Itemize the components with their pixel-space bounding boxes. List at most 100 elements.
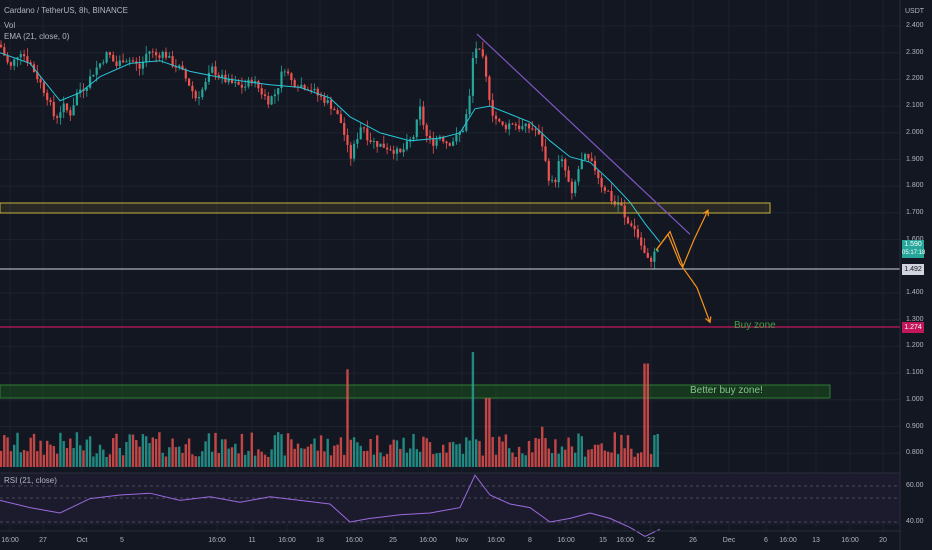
candle-body — [376, 141, 379, 147]
candle-body — [300, 84, 303, 88]
candle-body — [320, 95, 323, 97]
candle-body — [230, 78, 234, 83]
price-tick-label: 2.200 — [906, 75, 924, 83]
time-tick-label: 18 — [316, 537, 324, 544]
volume-bar — [125, 441, 128, 467]
candle-body — [379, 143, 382, 147]
volume-bar — [481, 455, 484, 467]
candle-body — [584, 154, 587, 160]
volume-bar — [570, 446, 574, 467]
candle-body — [389, 149, 392, 151]
candle-body — [478, 48, 481, 50]
resistance-zone-rect[interactable] — [0, 202, 771, 214]
volume-bar — [514, 456, 517, 467]
time-tick-label: 15 — [599, 537, 607, 544]
time-tick-label: Oct — [76, 537, 88, 544]
candle-body — [521, 126, 524, 130]
volume-bar — [151, 437, 154, 467]
price-tick-label: 1.700 — [906, 208, 924, 216]
volume-bar — [494, 454, 498, 467]
volume-bar — [610, 452, 613, 467]
volume-bar — [409, 448, 412, 467]
candle-body — [85, 87, 88, 91]
volume-bar — [6, 437, 9, 467]
candle-body — [333, 108, 336, 111]
better-buy-zone-rect[interactable] — [0, 384, 831, 399]
volume-bar — [333, 445, 336, 467]
candle-body — [148, 51, 151, 54]
candle-body — [607, 190, 610, 192]
candle-body — [343, 123, 346, 135]
volume-bar — [135, 440, 138, 467]
candle-body — [184, 69, 187, 79]
volume-bar — [646, 363, 649, 467]
candle-body — [452, 141, 455, 146]
candle-body — [244, 86, 247, 88]
candle-body — [412, 137, 415, 140]
volume-bar — [118, 448, 121, 467]
volume-bar — [458, 443, 461, 467]
volume-bar — [590, 449, 593, 467]
candle-body — [273, 94, 276, 97]
volume-bar — [597, 444, 600, 467]
candle-body — [112, 54, 115, 62]
volume-bar — [392, 439, 395, 467]
volume-bar — [326, 438, 329, 467]
candle-body — [125, 61, 128, 63]
projection-path — [655, 233, 711, 323]
volume-bar — [372, 454, 376, 467]
candle-body — [386, 147, 389, 150]
candle-body — [560, 159, 564, 162]
volume-bar — [181, 452, 184, 467]
volume-bar — [412, 433, 415, 467]
volume-bar — [511, 452, 514, 467]
volume-bar — [310, 444, 313, 467]
candle-body — [428, 135, 432, 139]
candle-body — [339, 114, 342, 124]
candle-body — [23, 54, 26, 57]
candle-body — [544, 146, 547, 161]
candle-body — [207, 72, 210, 82]
current-price-timer: 05:17:18 — [902, 250, 926, 256]
volume-bar — [534, 437, 537, 467]
candle-body — [122, 60, 125, 63]
candle-body — [468, 95, 471, 115]
candle-body — [270, 96, 273, 105]
volume-bar — [319, 435, 323, 467]
volume-bar — [537, 438, 541, 467]
volume-bar — [244, 454, 247, 467]
candle-body — [240, 84, 243, 88]
projection-arrows[interactable] — [655, 209, 712, 324]
volume-bar — [293, 448, 296, 467]
volume-bar — [128, 434, 131, 467]
candle-body — [458, 132, 461, 135]
descending-trendline[interactable] — [476, 33, 691, 235]
volume-bar — [339, 437, 343, 467]
candle-body — [448, 143, 451, 146]
volume-histogram — [0, 352, 659, 467]
volume-bar — [488, 398, 491, 467]
price-tick-label: 2.000 — [906, 128, 924, 136]
volume-bar — [524, 455, 527, 467]
candle-body — [247, 79, 250, 87]
candle-body — [287, 71, 290, 74]
candle-body — [326, 100, 329, 103]
volume-bar — [95, 453, 98, 467]
candle-body — [511, 123, 514, 125]
candle-body — [498, 119, 501, 122]
candle-body — [72, 105, 75, 116]
candle-body — [194, 91, 197, 99]
volume-bar — [362, 451, 366, 467]
candle-body — [313, 88, 316, 91]
candle-body — [653, 251, 656, 262]
time-tick-label: 11 — [248, 537, 256, 544]
candle-body — [415, 119, 418, 138]
price-tick-label: 1.000 — [906, 395, 924, 403]
volume-bar — [214, 432, 217, 467]
candle-body — [419, 106, 422, 120]
candle-body — [593, 160, 597, 171]
candle-body — [105, 52, 108, 63]
candle-body — [422, 106, 425, 126]
volume-bar — [191, 454, 194, 467]
